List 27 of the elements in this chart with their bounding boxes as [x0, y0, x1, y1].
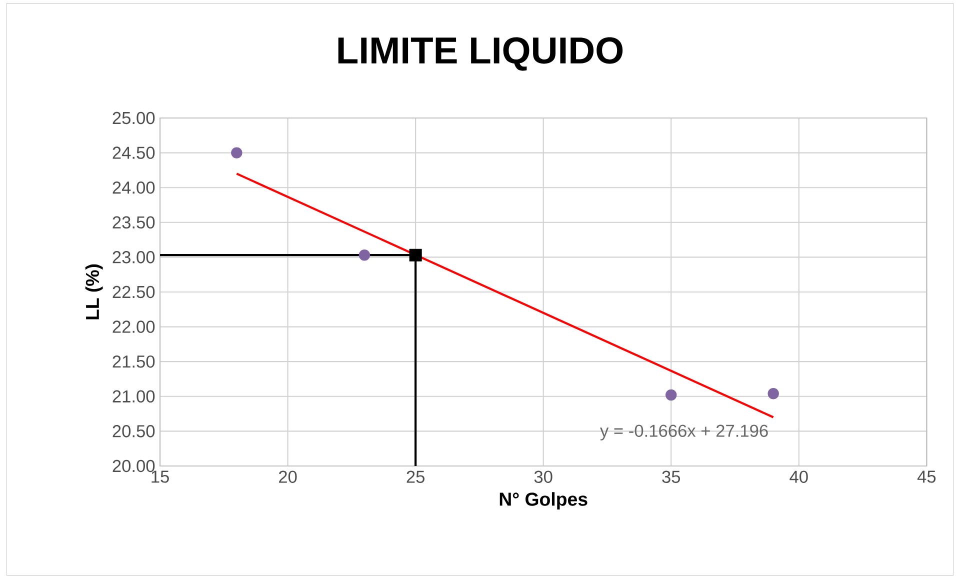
point: [768, 388, 779, 400]
point: [231, 147, 242, 158]
y-tick-label: 22.50: [112, 286, 155, 298]
y-tick-label: 20.50: [112, 425, 155, 438]
x-tick-label: 35: [662, 470, 680, 483]
y-axis-title: LL (%): [85, 264, 103, 320]
point: [666, 389, 677, 401]
x-tick-label: 30: [534, 470, 552, 483]
x-tick-label: 20: [279, 470, 297, 483]
y-tick-label: 23.00: [112, 251, 155, 264]
y-tick-label: 22.00: [112, 320, 155, 333]
annotation: y = -0.1666x + 27.196: [600, 424, 768, 440]
y-tick-label: 23.50: [112, 216, 155, 229]
y-tick-label: 25.00: [112, 112, 155, 124]
y-tick-label: 21.00: [112, 390, 155, 403]
y-tick-label: 20.00: [112, 460, 155, 472]
x-tick-label: 25: [406, 470, 424, 483]
point: [358, 250, 370, 261]
x-tick-label: 15: [152, 470, 169, 483]
y-tick-label: 24.50: [112, 146, 155, 159]
chart-title: LIMITE LIQUIDO: [338, 37, 623, 71]
x-axis-title: N° Golpes: [500, 492, 588, 510]
x-tick-label: 40: [790, 470, 808, 483]
y-tick-label: 24.00: [112, 181, 155, 194]
y-tick-label: 21.50: [112, 355, 155, 368]
point: [409, 248, 422, 262]
x-tick-label: 45: [917, 470, 936, 483]
